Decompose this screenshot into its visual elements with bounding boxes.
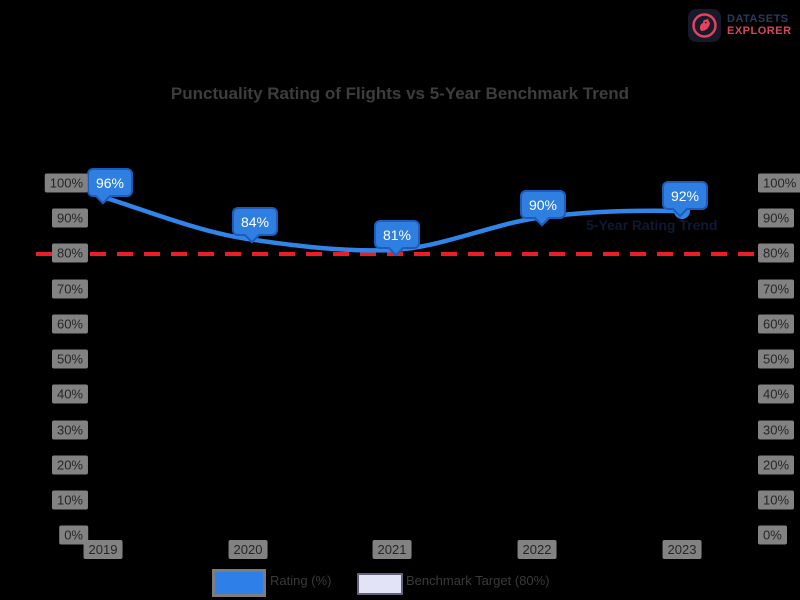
datalabel-2020-text: 84%: [240, 213, 270, 230]
ytick-left-30: 30%: [51, 420, 88, 440]
ytick-right-0: 0%: [758, 525, 787, 545]
ytick-left-20: 20%: [51, 455, 88, 475]
ytick-left-10: 10%: [51, 490, 88, 510]
xtick-2020: 2020: [228, 540, 268, 559]
datalabel-2021: 81%: [374, 220, 420, 257]
legend-label-benchmark[interactable]: Benchmark Target (80%): [406, 573, 550, 588]
datalabel-2022: 90%: [520, 190, 566, 227]
ytick-left-90: 90%: [51, 208, 88, 228]
ytick-right-30: 30%: [758, 420, 795, 440]
legend-swatch-benchmark[interactable]: [357, 573, 403, 595]
ytick-right-10: 10%: [758, 490, 795, 510]
faint-annotation: 5-Year Rating Trend: [586, 217, 718, 233]
ytick-left-0: 0%: [59, 525, 88, 545]
datalabel-2019: 96%: [87, 168, 133, 205]
logo-text-line1: DATASETS: [727, 13, 789, 25]
ytick-right-20: 20%: [758, 455, 795, 475]
ytick-left-70: 70%: [51, 279, 88, 299]
datalabel-2020: 84%: [232, 207, 278, 244]
datalabel-2022-text: 90%: [528, 196, 558, 213]
ytick-left-40: 40%: [51, 384, 88, 404]
rooster-icon: [688, 8, 721, 42]
ytick-left-50: 50%: [51, 349, 88, 369]
ytick-right-100: 100%: [758, 173, 800, 193]
xtick-2022: 2022: [517, 540, 557, 559]
ytick-right-70: 70%: [758, 279, 795, 299]
xtick-2021: 2021: [372, 540, 412, 559]
legend-label-rating[interactable]: Rating (%): [270, 573, 332, 588]
ytick-left-60: 60%: [51, 314, 88, 334]
ytick-right-50: 50%: [758, 349, 795, 369]
logo-text-line2: EXPLORER: [727, 25, 792, 37]
ytick-left-100: 100%: [44, 173, 88, 193]
chart-title: Punctuality Rating of Flights vs 5-Year …: [170, 84, 630, 103]
datalabel-2019-text: 96%: [95, 174, 125, 191]
datalabel-2023: 92%: [662, 181, 708, 218]
ytick-right-80: 80%: [758, 243, 795, 263]
brand-logo: DATASETS EXPLORER: [688, 6, 796, 44]
legend-swatch-rating[interactable]: [212, 569, 266, 597]
xtick-2019: 2019: [83, 540, 123, 559]
datalabel-2021-text: 81%: [382, 226, 412, 243]
ytick-right-90: 90%: [758, 208, 795, 228]
xtick-2023: 2023: [662, 540, 702, 559]
logo-text: DATASETS EXPLORER: [727, 13, 792, 37]
rooster-icon-svg: [692, 12, 717, 38]
chart-legend: Rating (%) Benchmark Target (80%): [0, 566, 800, 597]
ytick-right-60: 60%: [758, 314, 795, 334]
ytick-left-80: 80%: [51, 243, 88, 263]
datalabel-2023-text: 92%: [670, 187, 700, 204]
ytick-right-40: 40%: [758, 384, 795, 404]
